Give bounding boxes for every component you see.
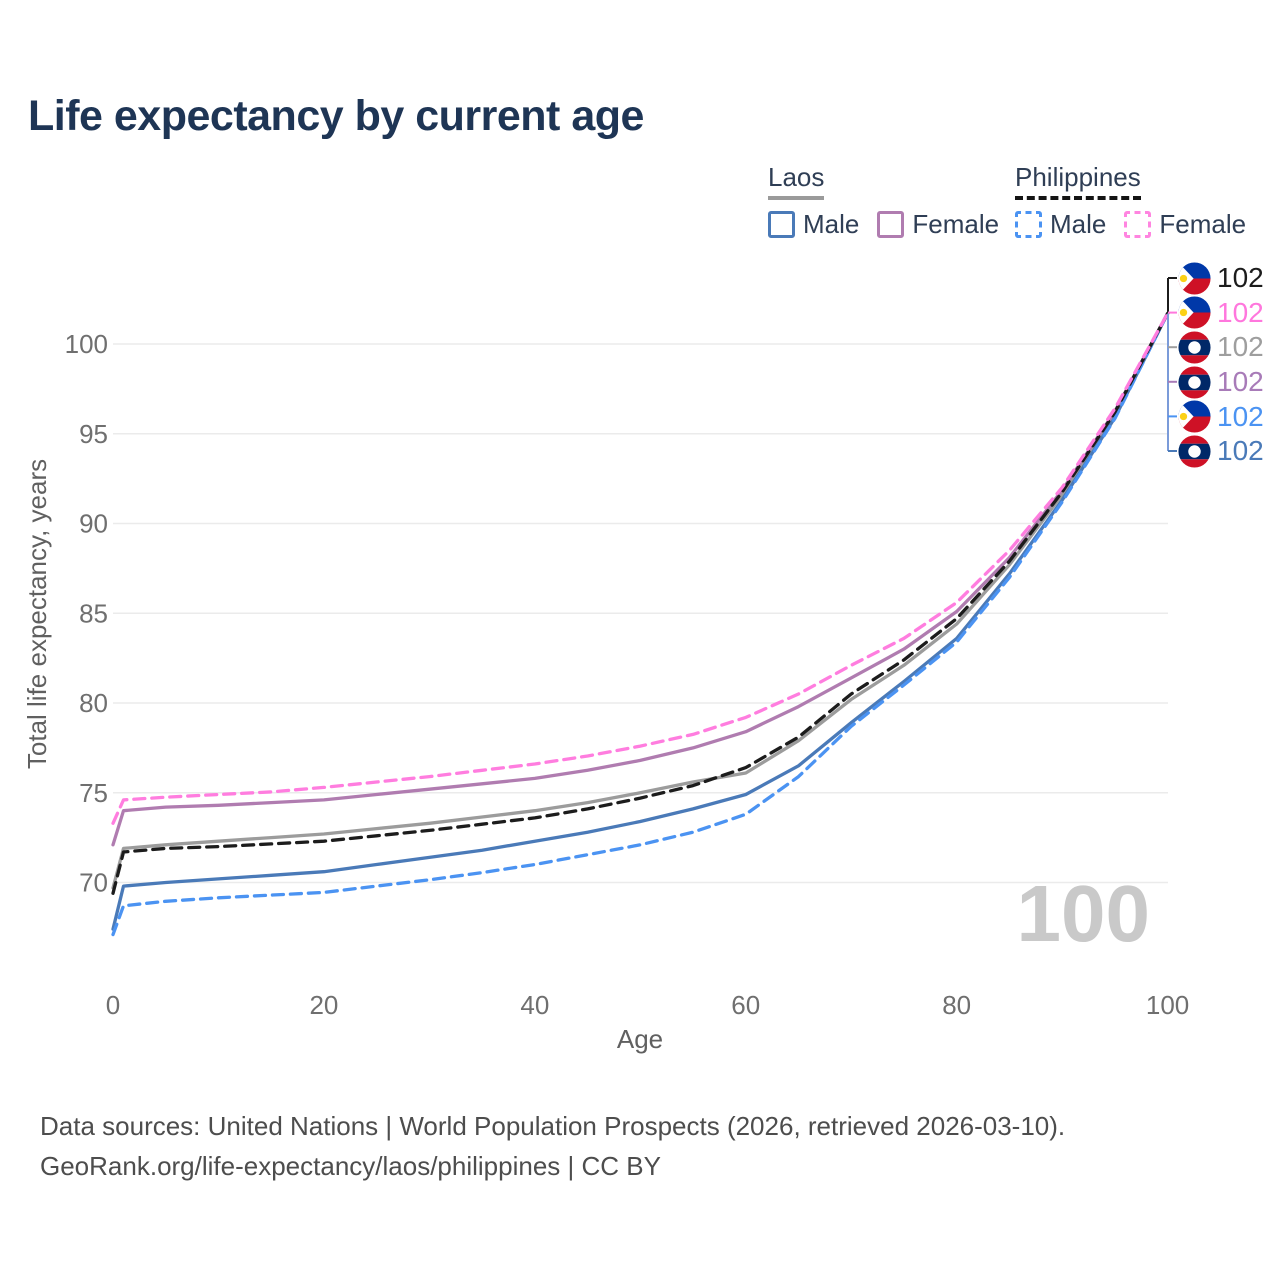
philippines-flag-icon	[1178, 400, 1211, 433]
legend-item-label: Female	[912, 209, 1000, 239]
philippines-flag-icon	[1178, 262, 1211, 295]
x-tick-label: 0	[106, 990, 120, 1020]
legend-item-philippines-male[interactable]: Male	[1015, 209, 1106, 240]
philippines-flag-icon	[1178, 262, 1211, 295]
x-max-watermark: 100	[1017, 869, 1150, 958]
x-tick-label: 80	[942, 990, 971, 1020]
x-tick-label: 40	[520, 990, 549, 1020]
legend-item-label: Male	[1050, 209, 1107, 239]
x-tick-label: 60	[731, 990, 760, 1020]
x-tick-label: 100	[1146, 990, 1189, 1020]
end-label-row: 102	[1178, 365, 1264, 400]
legend-item-label: Male	[803, 209, 860, 239]
laos-flag-icon	[1178, 366, 1211, 399]
y-tick-label: 85	[79, 598, 108, 628]
grid-layer: 70 75 80 85 90 95 100 0 20 40 60 80 100	[65, 329, 1190, 1020]
x-tick-label: 20	[309, 990, 338, 1020]
laos-flag-icon	[1178, 435, 1211, 468]
y-tick-label: 100	[65, 329, 108, 359]
laos-female-swatch[interactable]	[877, 211, 905, 238]
series-line-laos-female[interactable]	[111, 311, 1170, 847]
page-title: Life expectancy by current age	[28, 92, 644, 140]
legend-header-laos: Laos	[768, 162, 825, 200]
legend-item-philippines-female[interactable]: Female	[1124, 209, 1246, 240]
legend-item-laos-male[interactable]: Male	[768, 209, 859, 240]
footer-data-sources: Data sources: United Nations | World Pop…	[40, 1111, 1066, 1141]
philippines-flag-icon	[1178, 296, 1211, 329]
end-label-row: 102	[1178, 399, 1264, 434]
philippines-flag-icon	[1178, 400, 1211, 433]
y-tick-label: 75	[79, 778, 108, 808]
footer: Data sources: United Nations | World Pop…	[40, 1106, 1065, 1186]
footer-attribution: GeoRank.org/life-expectancy/laos/philipp…	[40, 1151, 661, 1181]
end-label-value: 102	[1217, 435, 1264, 467]
laos-flag-icon	[1178, 435, 1211, 468]
leader-layer	[1167, 277, 1177, 452]
end-label-value: 102	[1217, 366, 1264, 398]
series-line-philippines-male[interactable]	[111, 311, 1170, 937]
end-label-row: 102	[1178, 434, 1264, 469]
series-line-philippines-female[interactable]	[111, 311, 1170, 825]
laos-flag-icon	[1178, 366, 1211, 399]
end-label-value: 102	[1217, 331, 1264, 363]
laos-male-swatch[interactable]	[768, 211, 795, 238]
legend-item-laos-female[interactable]: Female	[877, 209, 999, 240]
end-label-row: 102	[1178, 261, 1264, 296]
x-axis-title: Age	[617, 1024, 663, 1054]
end-label-value: 102	[1217, 400, 1264, 432]
series-line-philippines-total[interactable]	[111, 311, 1170, 895]
end-label-row: 102	[1178, 330, 1264, 365]
y-axis-title: Total life expectancy, years	[22, 459, 52, 769]
end-label-row: 102	[1178, 296, 1264, 331]
legend-group-philippines: Philippines Male Female	[1015, 162, 1264, 240]
series-line-laos-total[interactable]	[111, 311, 1170, 890]
philippines-female-swatch[interactable]	[1124, 211, 1152, 238]
series-layer	[111, 311, 1170, 937]
series-line-laos-male[interactable]	[111, 311, 1170, 931]
legend-header-philippines: Philippines	[1015, 162, 1141, 200]
philippines-male-swatch[interactable]	[1015, 211, 1042, 238]
legend-item-label: Female	[1159, 209, 1247, 239]
end-label-value: 102	[1217, 296, 1264, 328]
y-tick-label: 70	[79, 868, 108, 898]
laos-flag-icon	[1178, 331, 1211, 364]
laos-flag-icon	[1178, 331, 1211, 364]
end-label-value: 102	[1217, 262, 1264, 294]
y-tick-label: 80	[79, 688, 108, 718]
legend-group-laos: Laos Male Female	[768, 162, 1017, 240]
y-tick-label: 95	[79, 419, 108, 449]
end-labels: 102 102 102 102	[1178, 261, 1264, 469]
y-tick-label: 90	[79, 509, 108, 539]
philippines-flag-icon	[1178, 296, 1211, 329]
